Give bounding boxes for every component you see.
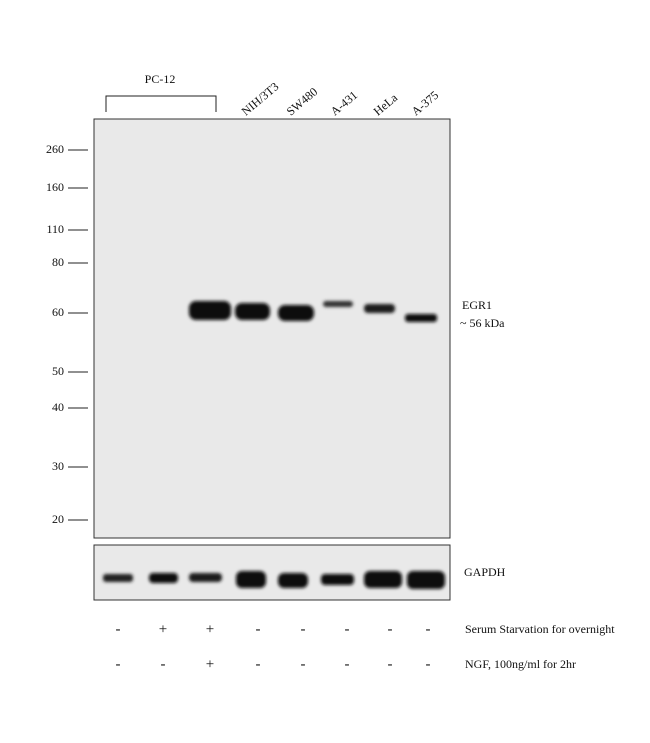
treatment-symbol: - <box>256 621 261 637</box>
treatment-symbol: - <box>345 621 350 637</box>
band <box>405 314 437 322</box>
treatment-symbol: - <box>161 656 166 672</box>
band <box>364 571 402 588</box>
band <box>103 574 133 582</box>
band <box>236 571 266 588</box>
treatment-symbol: - <box>426 656 431 672</box>
size-label: ~ 56 kDa <box>460 316 505 330</box>
band <box>189 301 231 320</box>
band <box>149 573 178 583</box>
treatment-symbol: - <box>426 621 431 637</box>
treatment-symbol: + <box>206 621 214 637</box>
marker-label: 20 <box>52 512 64 526</box>
target-label: EGR1 <box>462 298 492 312</box>
marker-label: 80 <box>52 255 64 269</box>
band <box>235 303 270 320</box>
band <box>364 304 395 313</box>
marker-label: 160 <box>46 180 64 194</box>
treatment-symbol: - <box>116 621 121 637</box>
treatment-symbol: - <box>116 656 121 672</box>
gapdh-bands <box>103 571 445 589</box>
group-bracket <box>105 95 217 112</box>
band <box>407 571 445 589</box>
treatment-symbol: - <box>388 656 393 672</box>
loading-label: GAPDH <box>464 565 506 579</box>
treatment-symbol: + <box>159 621 167 637</box>
group-label: PC-12 <box>145 72 176 86</box>
band <box>323 301 353 307</box>
band <box>321 574 354 585</box>
treatment-symbol: - <box>301 621 306 637</box>
treatment-symbol: - <box>388 621 393 637</box>
marker-label: 260 <box>46 142 64 156</box>
marker-label: 50 <box>52 364 64 378</box>
treatment-symbol: + <box>206 656 214 672</box>
marker-label: 60 <box>52 305 64 319</box>
treatment-symbol: - <box>301 656 306 672</box>
band <box>189 573 222 582</box>
band <box>278 305 314 321</box>
marker-label: 40 <box>52 400 64 414</box>
band <box>278 573 308 588</box>
blot-panel <box>93 118 451 539</box>
marker-label: 110 <box>46 222 64 236</box>
treatment-symbol: - <box>345 656 350 672</box>
marker-label: 30 <box>52 459 64 473</box>
treatment-label: NGF, 100ng/ml for 2hr <box>465 657 576 671</box>
treatment-label: Serum Starvation for overnight <box>465 622 615 636</box>
treatment-symbol: - <box>256 656 261 672</box>
egr1-bands <box>189 301 437 322</box>
